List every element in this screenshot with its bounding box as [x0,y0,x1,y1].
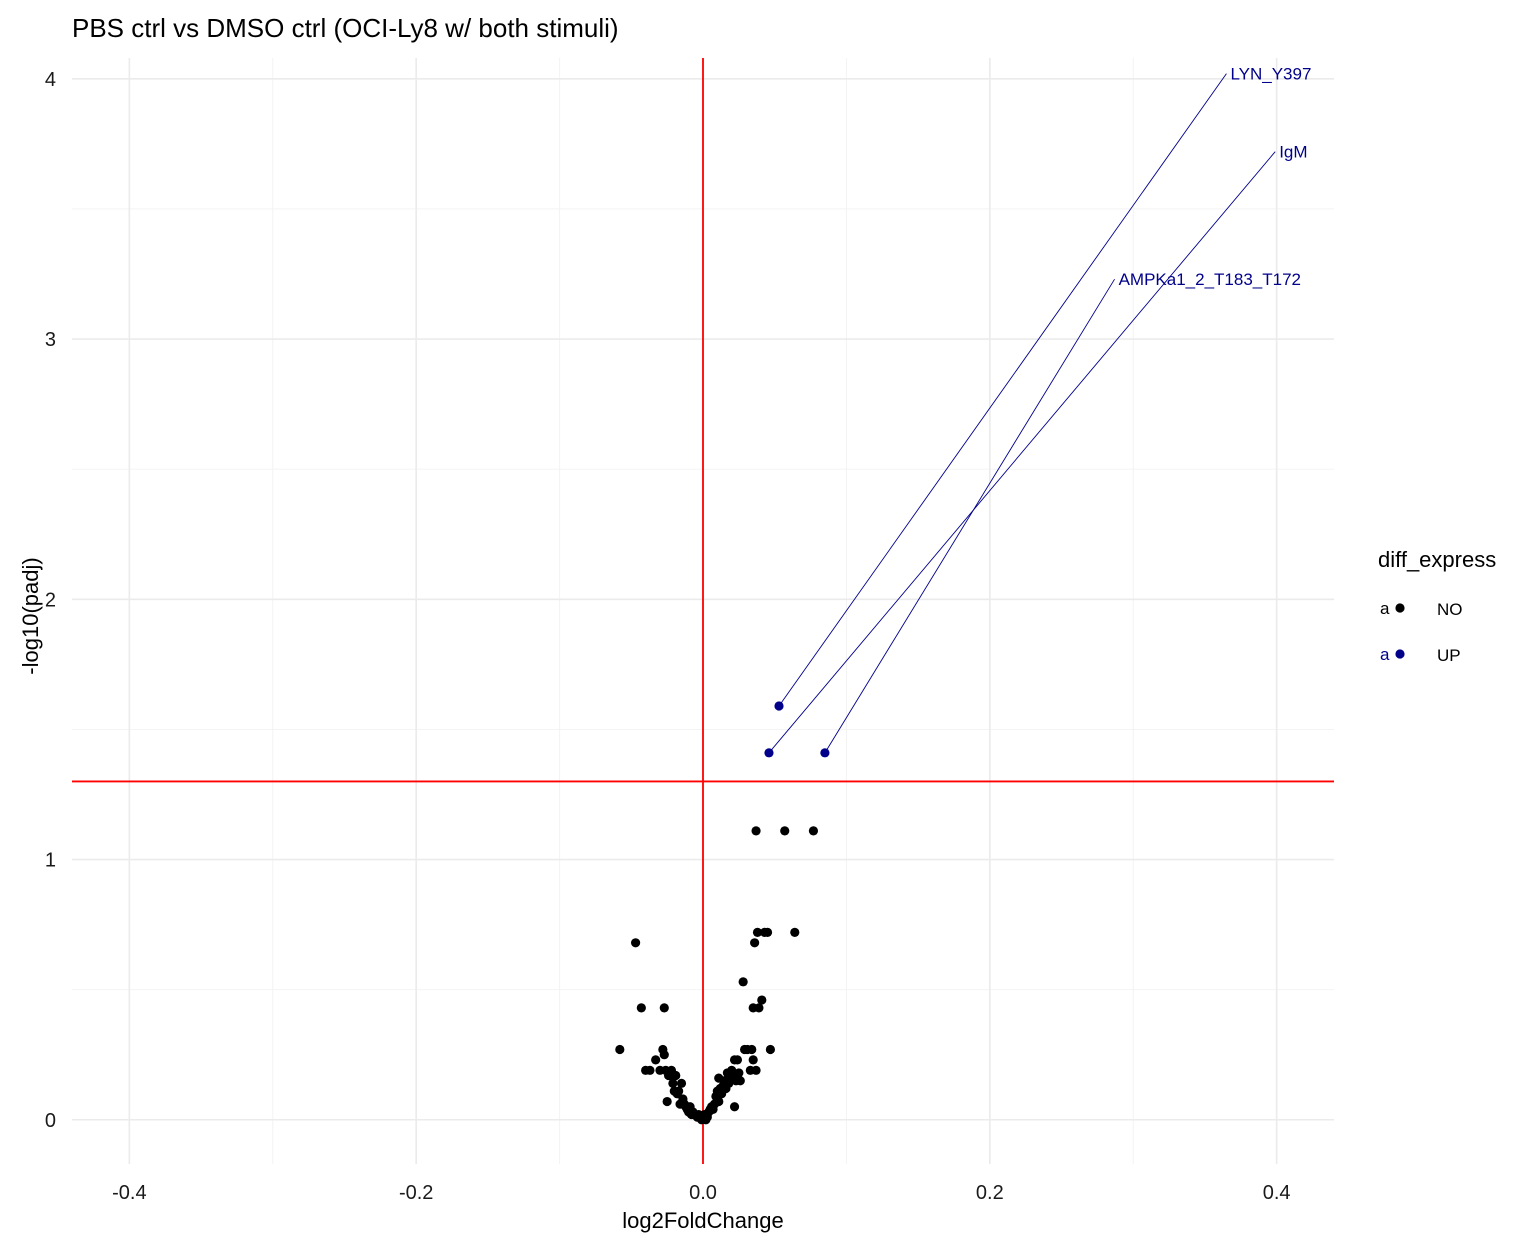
x-tick-label: 0.4 [1263,1182,1291,1204]
data-point-no [636,1003,646,1013]
data-point-no [659,1050,669,1060]
point-labels: LYN_Y397 IgM AMPKa1_2_T183_T172 [1119,65,1312,290]
legend-label: UP [1437,646,1461,665]
data-point-no [645,1065,655,1075]
x-tick-label: -0.4 [112,1182,146,1204]
data-point-no [727,1065,737,1075]
legend-entries: a NO a UP [1380,599,1463,665]
data-point-no [662,1096,672,1107]
data-point-no [732,1055,743,1065]
data-point-no [780,826,790,836]
data-point-no [714,1096,724,1107]
label-connector [778,73,1227,707]
legend-key-text: a [1380,599,1390,618]
data-point-no [751,826,761,836]
y-tick-label: 3 [45,329,56,351]
data-point-no [748,1055,758,1065]
point-label: IgM [1279,143,1307,162]
data-point-no [751,1065,761,1075]
data-point-up [764,748,774,758]
legend-title: diff_express [1378,547,1496,572]
data-point-no [676,1078,687,1088]
data-points [615,701,830,1125]
data-point-no [747,1044,757,1055]
y-axis-title: -log10(padj) [18,557,43,674]
legend-entry-no: a NO [1380,599,1463,619]
data-point-no [659,1003,669,1013]
legend-key-point [1395,649,1405,659]
data-point-no [765,1044,776,1055]
x-tick-label: 0.2 [976,1182,1004,1204]
data-point-no [734,1068,744,1078]
x-tick-label: 0.0 [689,1182,717,1204]
reference-lines [72,58,1334,1164]
data-point-no [790,927,800,937]
data-point-no [752,927,763,937]
legend-label: NO [1437,600,1463,619]
legend: diff_express a NO a UP [1378,547,1496,665]
data-point-no [762,927,773,937]
y-tick-label: 4 [45,69,56,91]
point-label: AMPKa1_2_T183_T172 [1119,270,1301,289]
data-point-no [735,1076,745,1086]
data-point-no [729,1102,740,1112]
x-axis-title: log2FoldChange [622,1208,783,1233]
data-point-no [754,1003,764,1013]
legend-entry-up: a UP [1380,645,1461,665]
data-point-up [774,701,784,711]
chart-title: PBS ctrl vs DMSO ctrl (OCI-Ly8 w/ both s… [72,13,619,43]
label-connectors [768,73,1276,754]
data-point-no [674,1086,684,1096]
x-tick-label: -0.2 [399,1182,433,1204]
y-tick-label: 0 [45,1110,56,1132]
data-point-up [820,748,830,758]
data-point-no [757,995,767,1005]
data-point-no [668,1078,678,1088]
legend-key-text: a [1380,645,1390,664]
label-connector [824,278,1115,754]
label-connector [768,151,1276,754]
data-point-no [630,938,641,948]
data-point-no [671,1070,681,1081]
data-point-no [615,1044,625,1055]
legend-key-point [1395,603,1405,613]
y-axis-ticks: 0 1 2 3 4 [45,69,56,1132]
x-axis-ticks: -0.4 -0.2 0.0 0.2 0.4 [112,1182,1290,1204]
y-tick-label: 2 [45,589,56,611]
y-tick-label: 1 [45,850,56,872]
data-point-no [750,938,760,948]
data-point-no [738,977,748,987]
data-point-no [651,1055,661,1065]
point-label: LYN_Y397 [1230,65,1311,84]
data-point-no [808,826,819,836]
